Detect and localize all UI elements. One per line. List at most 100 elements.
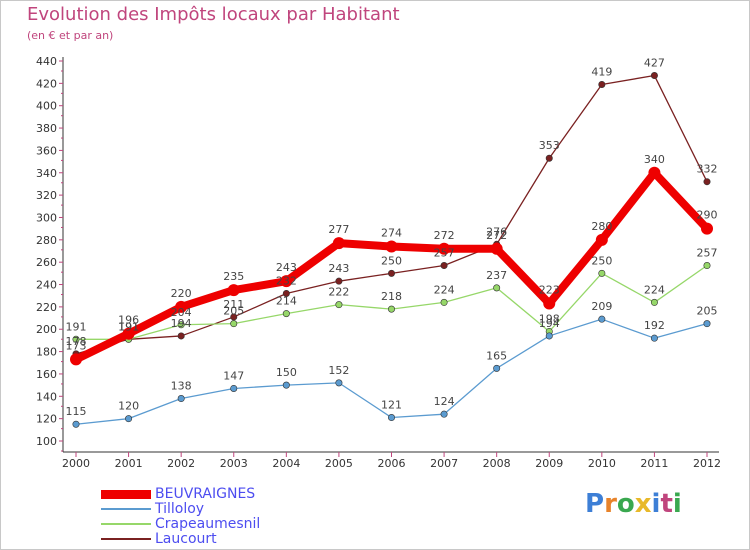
data-label: 204 (171, 306, 192, 319)
data-label: 220 (171, 287, 192, 300)
y-tick-label: 100 (36, 435, 57, 448)
y-tick-label: 120 (36, 413, 57, 426)
data-point (72, 335, 80, 343)
data-point (177, 321, 185, 329)
data-point (230, 384, 238, 392)
y-tick-label: 180 (36, 346, 57, 359)
data-label: 250 (591, 254, 612, 267)
data-label: 257 (434, 247, 455, 260)
data-label: 272 (434, 229, 455, 242)
data-point (122, 327, 135, 340)
data-point (387, 305, 395, 313)
x-tick-label: 2000 (62, 457, 90, 470)
x-tick-label: 2002 (167, 457, 195, 470)
data-label: 419 (591, 65, 612, 78)
logo-letter: r (604, 489, 617, 519)
legend-item-laucourt: Laucourt (101, 531, 217, 547)
data-point (598, 80, 606, 88)
data-point (70, 353, 82, 366)
data-label: 235 (223, 270, 244, 283)
data-point (177, 395, 185, 403)
y-tick-label: 260 (36, 256, 57, 269)
x-tick-label: 2001 (115, 457, 143, 470)
x-tick-label: 2009 (535, 457, 563, 470)
data-label: 250 (381, 254, 402, 267)
y-tick-label: 140 (36, 390, 57, 403)
data-point (175, 300, 188, 313)
x-tick-label: 2010 (588, 457, 616, 470)
data-point (545, 154, 553, 162)
data-point (335, 301, 343, 309)
data-point (648, 166, 661, 179)
x-tick-label: 2004 (272, 457, 300, 470)
x-tick-label: 2005 (325, 457, 353, 470)
data-point (650, 334, 658, 342)
data-label: 192 (644, 319, 665, 332)
data-point (387, 414, 395, 422)
data-label: 257 (697, 247, 718, 260)
y-tick-label: 240 (36, 279, 57, 292)
data-point (282, 381, 290, 389)
data-point (650, 72, 658, 80)
data-label: 205 (697, 305, 718, 318)
data-point (598, 315, 606, 323)
chart-title: Evolution des Impôts locaux par Habitant (27, 4, 400, 25)
data-label: 198 (539, 312, 560, 325)
data-point (230, 313, 238, 321)
data-label: 115 (66, 405, 87, 418)
y-tick-label: 300 (36, 211, 57, 224)
data-point (280, 275, 293, 288)
data-point (282, 289, 290, 297)
data-point (177, 332, 185, 340)
data-point (703, 178, 711, 186)
data-point (332, 237, 345, 250)
data-point (230, 320, 238, 328)
data-point (545, 332, 553, 340)
data-point (440, 262, 448, 270)
y-tick-label: 340 (36, 167, 57, 180)
data-point (227, 284, 240, 297)
data-label: 147 (223, 369, 244, 382)
data-label: 353 (539, 139, 560, 152)
data-label: 152 (328, 364, 349, 377)
data-point (335, 277, 343, 285)
data-point (543, 297, 556, 310)
data-label: 194 (171, 317, 192, 330)
data-label: 276 (486, 225, 507, 238)
y-tick-label: 220 (36, 301, 57, 314)
y-tick-label: 440 (36, 55, 57, 68)
data-label: 211 (223, 298, 244, 311)
data-point (438, 242, 451, 255)
data-point (335, 379, 343, 387)
legend-item-beuvraignes: BEUVRAIGNES (101, 486, 256, 502)
y-tick-label: 200 (36, 323, 57, 336)
y-tick-label: 360 (36, 144, 57, 157)
data-point (703, 320, 711, 328)
x-tick-label: 2003 (220, 457, 248, 470)
logo-letter: i (651, 489, 661, 519)
data-point (387, 269, 395, 277)
legend-label-beuvraignes: BEUVRAIGNES (155, 486, 256, 502)
x-tick-label: 2008 (483, 457, 511, 470)
data-label: 196 (118, 314, 139, 327)
y-tick-label: 160 (36, 368, 57, 381)
data-label: 150 (276, 366, 297, 379)
data-point (650, 298, 658, 306)
data-label: 280 (591, 220, 612, 233)
y-tick-label: 280 (36, 234, 57, 247)
series-layer (70, 72, 713, 428)
legend-swatch-crapeaumesnil (101, 523, 151, 525)
data-label: 165 (486, 349, 507, 362)
legend-swatch-tilloloy (101, 508, 151, 510)
legend-swatch-beuvraignes (101, 489, 151, 499)
logo-letter: x (634, 489, 652, 519)
data-labels-layer: 173 196 220 235 243 277 274 272 272 223 280 340 290 1… (66, 57, 718, 419)
legend-label-tilloloy: Tilloloy (155, 501, 205, 517)
legend-label-crapeaumesnil: Crapeaumesnil (155, 516, 261, 532)
data-point (72, 420, 80, 428)
data-point (490, 242, 503, 255)
data-point (282, 310, 290, 318)
chart-axes: 100 120 140 160 180 200 220 240 260 280 300 320 340 3… (36, 55, 721, 470)
